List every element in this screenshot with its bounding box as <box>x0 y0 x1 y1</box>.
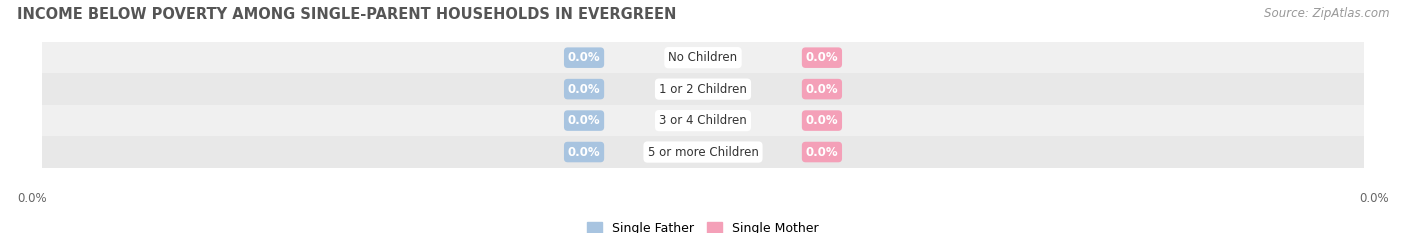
Text: 0.0%: 0.0% <box>806 114 838 127</box>
Text: Source: ZipAtlas.com: Source: ZipAtlas.com <box>1264 7 1389 20</box>
Bar <box>42 136 1364 168</box>
Bar <box>42 42 1364 73</box>
Text: 0.0%: 0.0% <box>806 146 838 158</box>
Text: 0.0%: 0.0% <box>568 51 600 64</box>
Text: 0.0%: 0.0% <box>17 192 46 205</box>
Text: 3 or 4 Children: 3 or 4 Children <box>659 114 747 127</box>
Text: 0.0%: 0.0% <box>806 51 838 64</box>
Text: 0.0%: 0.0% <box>568 146 600 158</box>
Legend: Single Father, Single Mother: Single Father, Single Mother <box>582 216 824 233</box>
Bar <box>42 105 1364 136</box>
Text: 0.0%: 0.0% <box>806 83 838 96</box>
Text: 0.0%: 0.0% <box>1360 192 1389 205</box>
Text: 5 or more Children: 5 or more Children <box>648 146 758 158</box>
Text: 0.0%: 0.0% <box>568 114 600 127</box>
Bar <box>42 73 1364 105</box>
Text: INCOME BELOW POVERTY AMONG SINGLE-PARENT HOUSEHOLDS IN EVERGREEN: INCOME BELOW POVERTY AMONG SINGLE-PARENT… <box>17 7 676 22</box>
Text: 0.0%: 0.0% <box>568 83 600 96</box>
Text: No Children: No Children <box>668 51 738 64</box>
Text: 1 or 2 Children: 1 or 2 Children <box>659 83 747 96</box>
